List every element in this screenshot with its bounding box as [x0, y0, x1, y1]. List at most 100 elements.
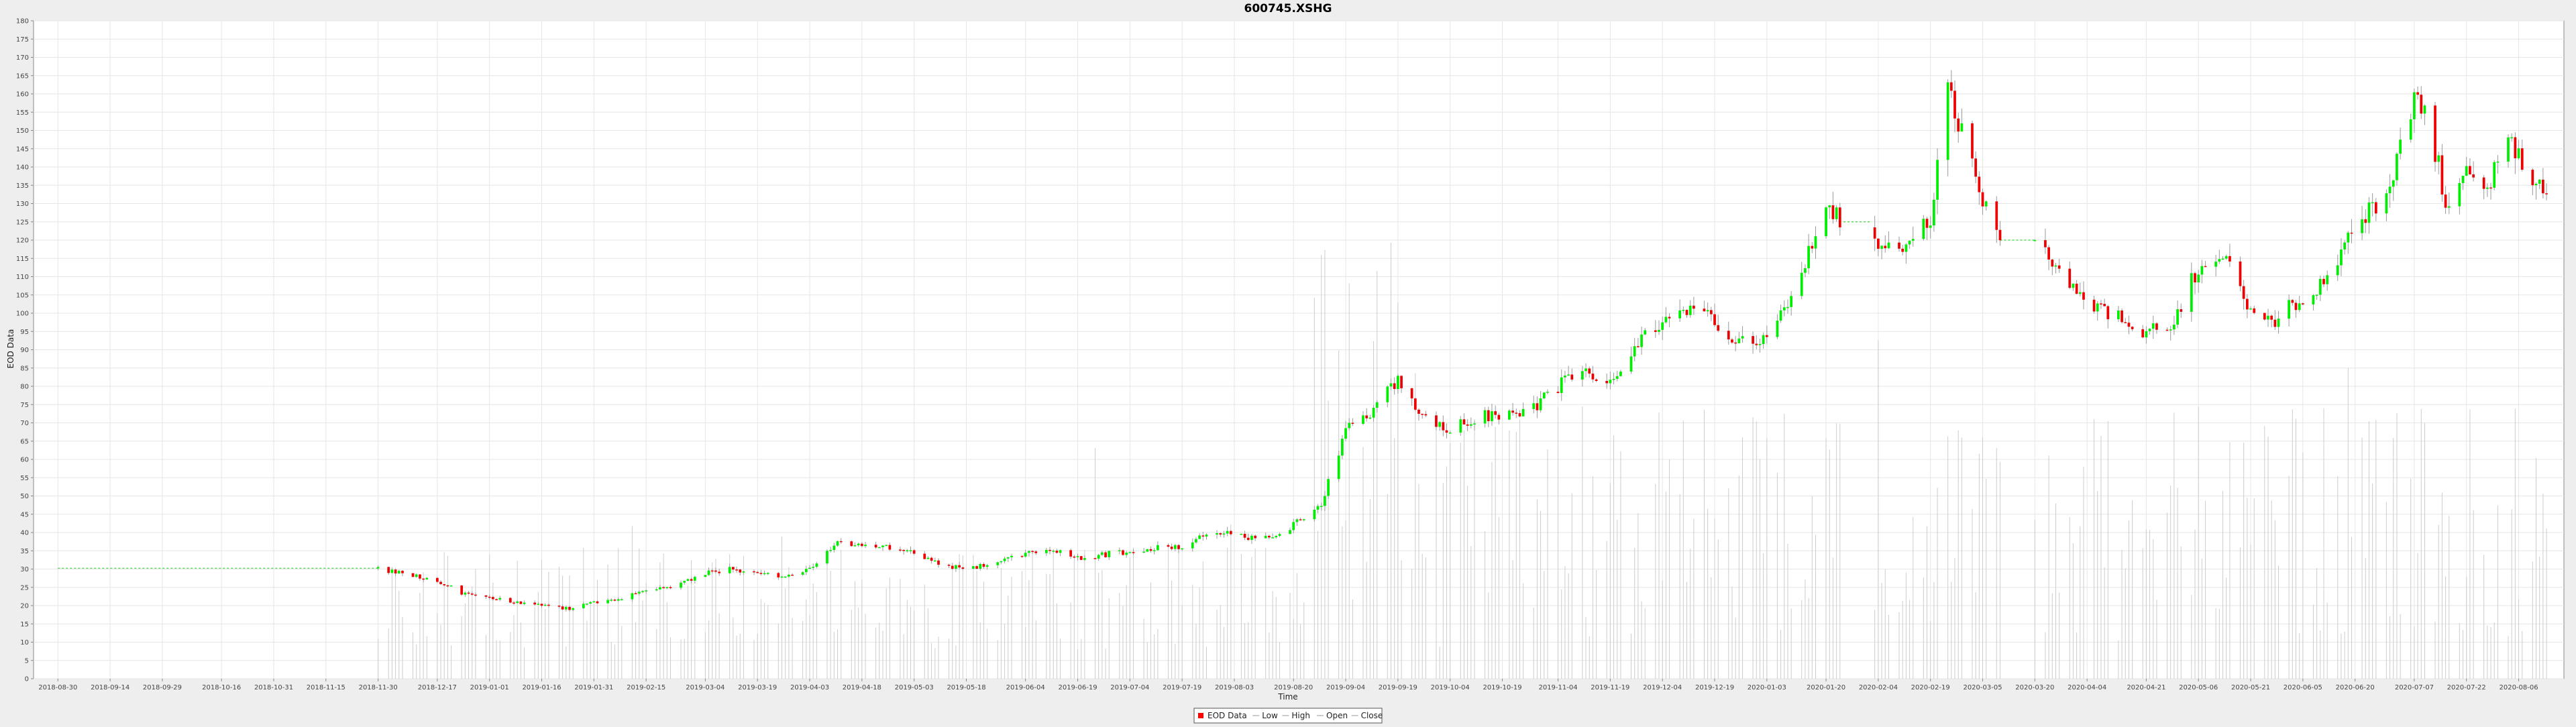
- y-tick-label: 20: [20, 603, 29, 610]
- candle-up: [1612, 378, 1615, 380]
- candle-up: [1682, 310, 1685, 311]
- x-tick-label: 2019-06-04: [1006, 684, 1045, 691]
- chart-title: 600745.XSHG: [1244, 2, 1332, 15]
- candle-down: [732, 567, 735, 570]
- candle-up: [1226, 530, 1229, 534]
- candle-down: [2204, 266, 2207, 268]
- candle-up: [2169, 329, 2172, 331]
- candle-up: [1028, 551, 1030, 553]
- candle-down: [1752, 336, 1754, 344]
- candle-up: [1762, 335, 1765, 345]
- candle-down: [1515, 412, 1518, 414]
- candle-up: [1776, 321, 1779, 337]
- candle-down: [2416, 92, 2419, 95]
- candle-down: [874, 545, 877, 548]
- candle-up: [784, 576, 787, 578]
- candle-up: [1640, 334, 1643, 347]
- candle-down: [1229, 530, 1232, 535]
- x-tick-label: 2020-02-19: [1911, 684, 1950, 691]
- candle-up: [1295, 519, 1299, 522]
- candle-up: [1191, 542, 1194, 549]
- candle-up: [2371, 202, 2374, 203]
- candle-down: [739, 569, 742, 573]
- candle-down: [495, 599, 498, 600]
- candle-up: [704, 575, 707, 577]
- candle-up: [2493, 162, 2496, 188]
- candle-up: [2288, 300, 2290, 319]
- candle-down: [1243, 533, 1246, 538]
- candle-up: [1946, 82, 1949, 160]
- x-tick-label: 2018-09-29: [143, 684, 182, 691]
- candle-down: [1167, 545, 1170, 547]
- candle-down: [1365, 415, 1368, 418]
- candle-up: [1157, 545, 1159, 551]
- candle-up: [2218, 259, 2221, 262]
- candle-down: [1435, 415, 1438, 427]
- x-tick-label: 2018-09-14: [91, 684, 129, 691]
- candle-down: [961, 567, 965, 569]
- candle-down: [1445, 430, 1448, 433]
- x-tick-label: 2019-03-04: [686, 684, 724, 691]
- candle-up: [2388, 186, 2392, 194]
- candle-up: [833, 545, 836, 551]
- candle-down: [1442, 422, 1445, 431]
- candle-up: [1264, 535, 1267, 539]
- y-tick-label: 175: [16, 36, 29, 44]
- candle-up: [1316, 506, 1320, 510]
- y-tick-label: 140: [16, 164, 29, 172]
- y-tick-label: 110: [16, 274, 29, 281]
- candle-up: [933, 560, 936, 562]
- candle-up: [2396, 154, 2398, 180]
- candle-down: [2127, 323, 2131, 327]
- candle-up: [564, 606, 568, 610]
- y-tick-label: 75: [20, 402, 29, 409]
- x-tick-label: 2019-04-18: [843, 684, 881, 691]
- candle-down: [1069, 550, 1073, 557]
- candle-up: [1615, 376, 1619, 379]
- candle-up: [1459, 419, 1462, 433]
- candle-down: [1591, 374, 1595, 380]
- candle-up: [2392, 180, 2395, 187]
- candle-down: [2194, 273, 2196, 283]
- candle-down: [401, 571, 404, 573]
- candle-up: [742, 571, 745, 573]
- candle-up: [616, 599, 620, 601]
- candle-up: [1521, 408, 1525, 416]
- candle-up: [1372, 408, 1375, 418]
- x-tick-label: 2020-03-20: [2015, 684, 2054, 691]
- x-tick-label: 2019-09-19: [1379, 684, 1417, 691]
- candle-down: [488, 596, 491, 598]
- candle-down: [2273, 319, 2277, 327]
- candle-down: [2165, 329, 2169, 331]
- candle-up: [1010, 555, 1013, 557]
- candle-up: [804, 569, 808, 573]
- candle-down: [1654, 330, 1657, 332]
- candle-up: [1532, 403, 1536, 409]
- x-tick-label: 2020-04-04: [2068, 684, 2106, 691]
- candle-up: [1828, 205, 1831, 208]
- candle-up: [1386, 386, 1389, 402]
- candle-down: [1104, 552, 1107, 557]
- candle-down: [669, 587, 672, 588]
- candle-down: [2092, 299, 2096, 312]
- candle-up: [2510, 137, 2514, 139]
- candle-down: [1055, 551, 1059, 553]
- candle-up: [1348, 423, 1351, 429]
- candle-up: [1240, 533, 1243, 535]
- candle-up: [2367, 202, 2371, 223]
- candle-down: [2131, 327, 2134, 329]
- candle-up: [693, 577, 696, 581]
- x-tick-label: 2018-08-30: [38, 684, 77, 691]
- candle-down: [1020, 555, 1024, 557]
- x-tick-label: 2019-02-15: [627, 684, 665, 691]
- candle-down: [443, 583, 446, 585]
- candle-up: [2277, 319, 2280, 327]
- y-tick-label: 125: [16, 219, 29, 226]
- candle-down: [2294, 302, 2298, 311]
- candle-up: [464, 592, 467, 595]
- x-tick-label: 2018-11-30: [359, 684, 398, 691]
- candle-down: [2229, 256, 2231, 262]
- y-tick-label: 105: [16, 292, 29, 299]
- candle-up: [2145, 331, 2148, 338]
- candle-up: [390, 569, 394, 573]
